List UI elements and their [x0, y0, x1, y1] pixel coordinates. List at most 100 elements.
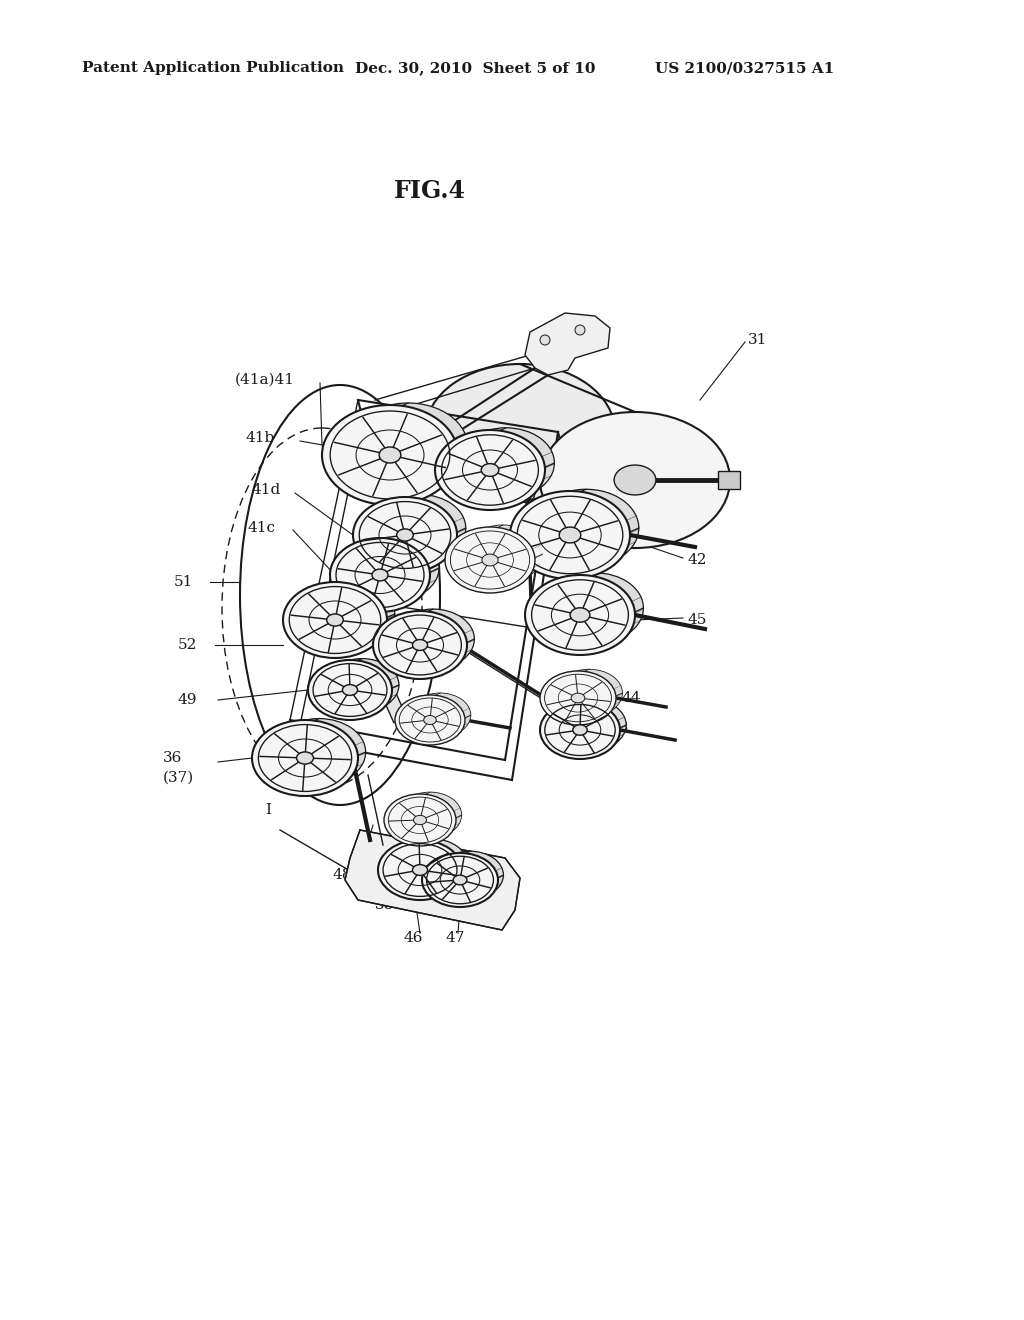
Ellipse shape [378, 612, 383, 628]
Ellipse shape [378, 840, 462, 900]
Polygon shape [410, 529, 456, 572]
Text: 46: 46 [403, 931, 423, 945]
Polygon shape [525, 313, 610, 375]
Ellipse shape [436, 851, 504, 899]
Ellipse shape [584, 719, 598, 730]
Ellipse shape [379, 447, 400, 463]
Ellipse shape [387, 562, 403, 574]
Ellipse shape [252, 719, 358, 796]
Ellipse shape [373, 611, 467, 678]
Text: 41d: 41d [252, 483, 282, 498]
Ellipse shape [342, 685, 357, 696]
Ellipse shape [351, 536, 439, 601]
Polygon shape [372, 620, 389, 645]
Ellipse shape [414, 816, 426, 825]
Circle shape [540, 335, 550, 345]
Ellipse shape [322, 405, 458, 506]
Text: (37): (37) [163, 771, 195, 785]
Ellipse shape [498, 457, 515, 470]
Ellipse shape [424, 810, 436, 820]
Ellipse shape [325, 659, 399, 711]
Polygon shape [381, 688, 407, 723]
Ellipse shape [396, 529, 414, 541]
Ellipse shape [378, 638, 382, 653]
Ellipse shape [412, 521, 428, 535]
Ellipse shape [534, 490, 639, 566]
Text: Patent Application Publication: Patent Application Publication [82, 61, 344, 75]
Ellipse shape [482, 554, 498, 566]
Ellipse shape [481, 463, 499, 477]
Ellipse shape [571, 693, 585, 702]
Ellipse shape [410, 693, 471, 737]
Ellipse shape [327, 614, 343, 626]
Ellipse shape [283, 582, 387, 657]
Ellipse shape [439, 461, 444, 479]
Ellipse shape [559, 527, 581, 543]
Ellipse shape [397, 440, 419, 455]
Text: 52: 52 [178, 638, 198, 652]
Text: 36: 36 [163, 751, 182, 766]
Ellipse shape [585, 601, 605, 615]
Ellipse shape [458, 428, 554, 498]
Text: US 2100/0327515 A1: US 2100/0327515 A1 [655, 61, 835, 75]
Polygon shape [345, 830, 520, 931]
Text: 45: 45 [688, 612, 708, 627]
Ellipse shape [395, 696, 465, 744]
Ellipse shape [445, 527, 535, 593]
Ellipse shape [413, 557, 418, 573]
Ellipse shape [391, 609, 474, 669]
Text: 43: 43 [610, 721, 630, 735]
Ellipse shape [398, 792, 462, 838]
Ellipse shape [572, 725, 587, 735]
Ellipse shape [424, 715, 436, 725]
Ellipse shape [426, 634, 440, 644]
Ellipse shape [614, 465, 656, 495]
Ellipse shape [310, 746, 328, 758]
Ellipse shape [272, 718, 366, 785]
Ellipse shape [570, 607, 590, 622]
Ellipse shape [525, 576, 635, 655]
Ellipse shape [556, 669, 623, 717]
Ellipse shape [341, 609, 357, 620]
Text: 42: 42 [688, 553, 708, 568]
Ellipse shape [447, 446, 453, 465]
Text: I: I [265, 803, 271, 817]
Circle shape [575, 325, 585, 335]
Ellipse shape [556, 700, 627, 751]
Text: 44: 44 [622, 690, 641, 705]
Ellipse shape [413, 865, 428, 875]
Ellipse shape [354, 680, 370, 690]
Ellipse shape [510, 491, 630, 579]
Ellipse shape [495, 548, 511, 560]
Text: 31: 31 [748, 333, 767, 347]
Ellipse shape [435, 430, 545, 510]
Ellipse shape [454, 875, 467, 884]
Ellipse shape [413, 640, 428, 651]
Ellipse shape [425, 364, 615, 500]
Text: 47: 47 [445, 931, 465, 945]
Text: Dec. 30, 2010  Sheet 5 of 10: Dec. 30, 2010 Sheet 5 of 10 [355, 61, 596, 75]
Ellipse shape [583, 688, 596, 698]
Ellipse shape [384, 795, 456, 846]
Ellipse shape [394, 838, 468, 891]
Ellipse shape [540, 671, 616, 725]
Ellipse shape [422, 853, 498, 907]
Ellipse shape [374, 495, 466, 561]
Ellipse shape [540, 412, 730, 548]
Ellipse shape [575, 520, 597, 536]
Ellipse shape [434, 710, 446, 719]
Ellipse shape [463, 870, 477, 880]
Text: 51: 51 [174, 576, 194, 589]
Ellipse shape [385, 682, 389, 697]
Ellipse shape [308, 660, 392, 719]
Polygon shape [434, 450, 458, 474]
Ellipse shape [353, 498, 457, 573]
Ellipse shape [547, 573, 643, 643]
Text: 49: 49 [178, 693, 198, 708]
Ellipse shape [348, 403, 468, 491]
Ellipse shape [424, 859, 438, 870]
Ellipse shape [372, 569, 388, 581]
Text: 38: 38 [376, 898, 394, 912]
Text: 48: 48 [333, 869, 351, 882]
Text: 41c: 41c [248, 521, 276, 535]
